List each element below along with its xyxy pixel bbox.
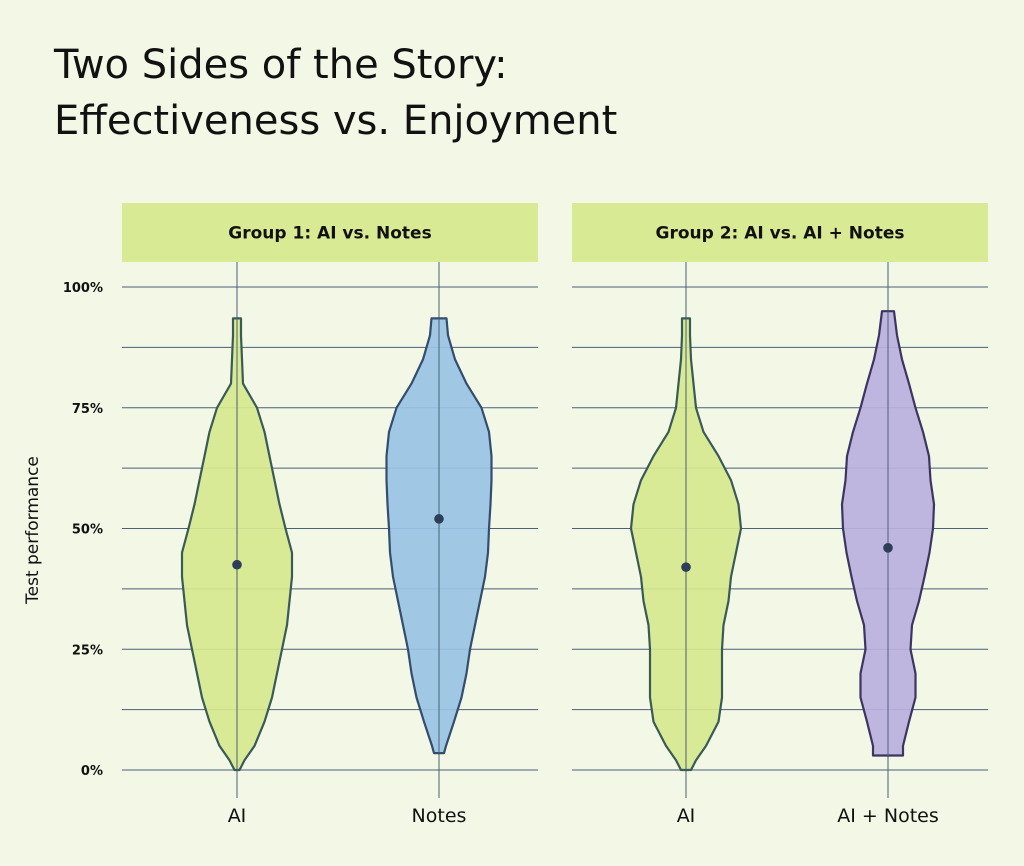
x-category-label: AI (677, 805, 696, 827)
mean-point (434, 514, 444, 524)
chart-title-line-1: Two Sides of the Story: (53, 42, 508, 88)
panel-strip (572, 203, 988, 262)
y-tick-label: 75% (72, 402, 103, 417)
y-tick-label: 100% (63, 281, 103, 296)
y-tick-label: 50% (72, 523, 103, 538)
chart-title-line-2: Effectiveness vs. Enjoyment (54, 98, 617, 144)
mean-point (681, 562, 691, 572)
mean-point (232, 559, 242, 570)
panel-strip-label: Group 2: AI vs. AI + Notes (656, 224, 905, 244)
y-tick-label: 0% (81, 764, 103, 779)
panel-2: Group 2: AI vs. AI + Notes AI AI + Notes (572, 203, 988, 827)
panel-strip (122, 203, 538, 262)
x-category-label: AI + Notes (837, 805, 938, 827)
y-axis-label: Test performance (23, 456, 43, 605)
x-category-label: AI (228, 805, 247, 827)
panel-strip-label: Group 1: AI vs. Notes (228, 224, 431, 244)
y-tick-label: 25% (72, 643, 103, 658)
panel-1: Group 1: AI vs. Notes AI Notes (122, 203, 538, 827)
mean-point (883, 543, 893, 553)
x-category-label: Notes (412, 805, 467, 827)
